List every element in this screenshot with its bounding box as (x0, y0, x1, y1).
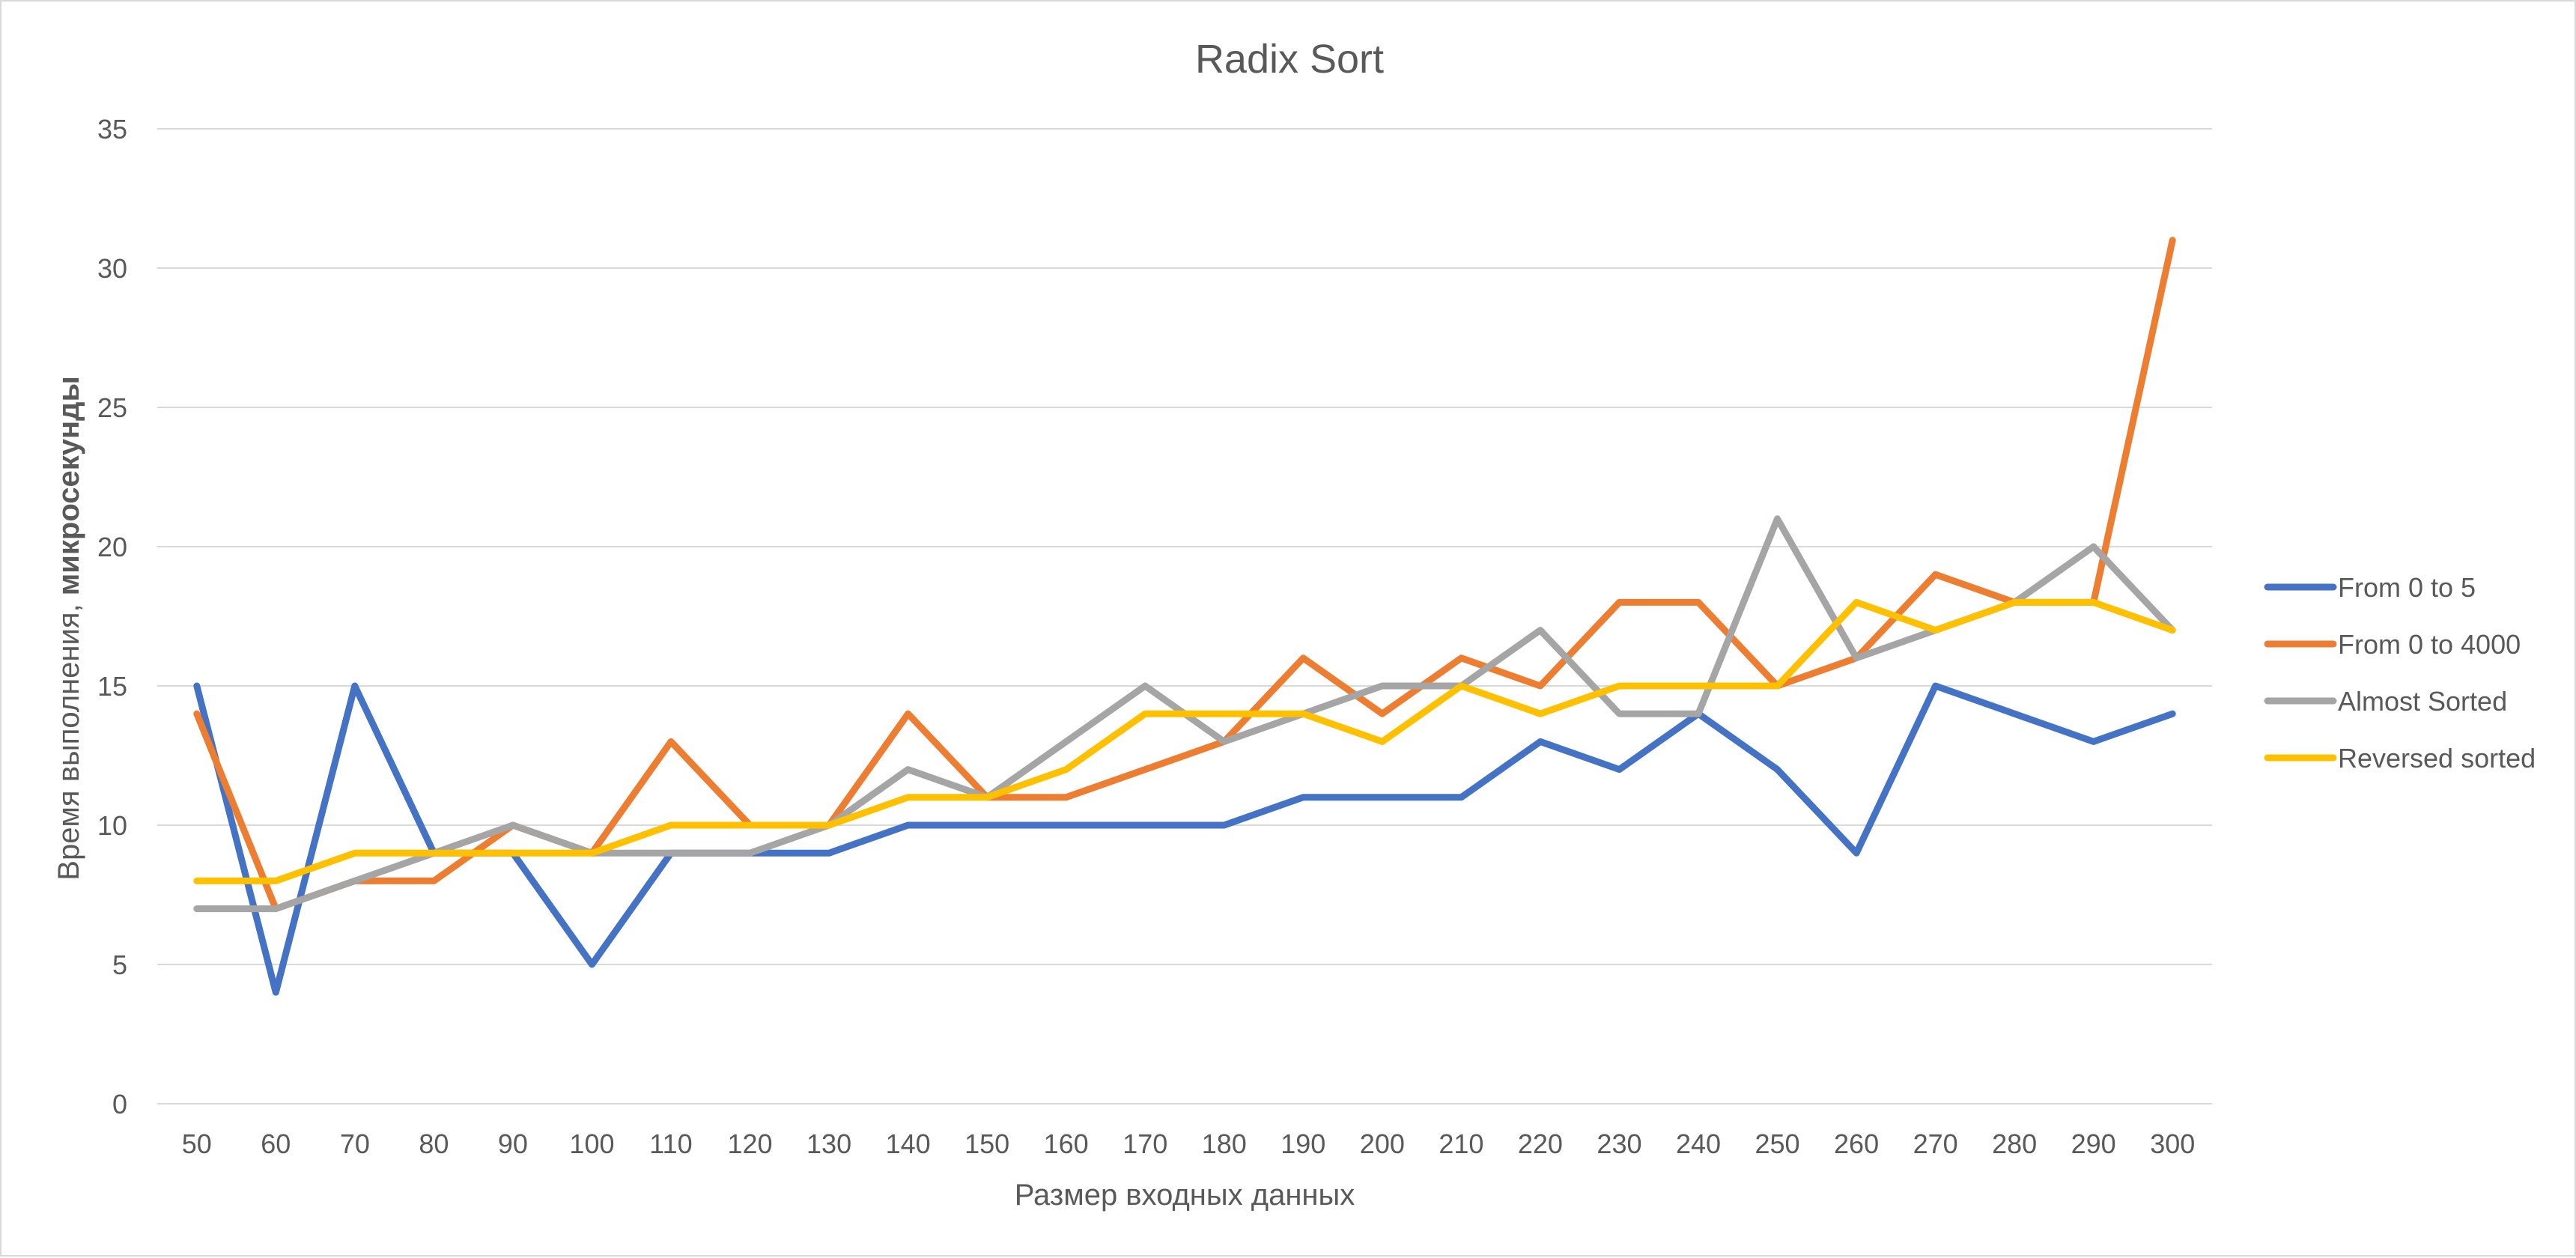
data-point-s3-110 (671, 853, 672, 854)
series-lines (193, 237, 2176, 996)
legend-item-3: Almost Sorted (2264, 686, 2507, 717)
data-point-s1-70 (354, 686, 355, 687)
data-point-s4-110 (671, 825, 672, 826)
legend: From 0 to 5 From 0 to 4000 Almost Sorted Re… (2264, 572, 2536, 774)
x-tick-label: 250 (1755, 1128, 1799, 1159)
y-tick-label: 25 (97, 392, 127, 423)
x-tick-label: 80 (419, 1128, 449, 1159)
data-point-s1-50 (196, 686, 197, 687)
series-line-1 (193, 682, 2176, 996)
legend-label: From 0 to 5 (2338, 572, 2476, 603)
x-tick-label: 170 (1123, 1128, 1167, 1159)
legend-label: Almost Sorted (2338, 686, 2507, 717)
legend-label: Reversed sorted (2338, 743, 2536, 774)
x-tick-label: 190 (1281, 1128, 1325, 1159)
legend-label: From 0 to 4000 (2338, 629, 2521, 660)
data-point-s3-90 (512, 825, 513, 826)
y-tick-label: 20 (97, 532, 127, 562)
x-tick-label: 180 (1202, 1128, 1247, 1159)
legend-item-2: From 0 to 4000 (2264, 629, 2521, 660)
x-tick-label: 120 (727, 1128, 772, 1159)
x-tick-label: 160 (1044, 1128, 1089, 1159)
y-tick-label: 0 (112, 1089, 127, 1119)
data-point-s1-290 (2093, 741, 2094, 742)
x-tick-label: 60 (261, 1128, 291, 1159)
series-line-4 (193, 598, 2176, 884)
data-point-s2-230 (1619, 602, 1620, 603)
data-point-s2-240 (1698, 602, 1699, 603)
data-point-s1-270 (1935, 686, 1936, 687)
x-tick-label: 140 (886, 1128, 931, 1159)
x-tick-label: 260 (1834, 1128, 1879, 1159)
data-point-s3-260 (1856, 657, 1857, 658)
y-tick-label: 35 (97, 114, 127, 145)
chart-title: Radix Sort (1195, 37, 1384, 82)
data-point-s4-290 (2093, 602, 2094, 603)
data-point-s2-210 (1461, 657, 1462, 658)
x-tick-label: 200 (1360, 1128, 1405, 1159)
x-tick-label: 210 (1439, 1128, 1483, 1159)
y-axis-label: Время выполнения, микросекунды (52, 376, 85, 880)
x-tick-label: 220 (1518, 1128, 1563, 1159)
x-tick-label: 50 (182, 1128, 212, 1159)
x-axis-ticks: 50 60 70 80 90 100 110 120 130 140 150 160 170 180 190… (182, 1128, 2196, 1159)
y-axis-ticks: 0 5 10 15 20 25 30 35 (97, 114, 127, 1119)
data-point-s2-170 (1145, 769, 1146, 770)
x-tick-label: 130 (806, 1128, 851, 1159)
data-point-s1-150 (987, 825, 988, 826)
y-tick-label: 5 (112, 949, 127, 980)
x-tick-label: 90 (498, 1128, 528, 1159)
legend-item-1: From 0 to 5 (2264, 572, 2476, 603)
y-tick-label: 10 (97, 810, 127, 841)
data-point-s4-280 (2014, 602, 2015, 603)
data-point-s4-90 (512, 853, 513, 854)
x-tick-label: 280 (1992, 1128, 2037, 1159)
x-tick-label: 240 (1676, 1128, 1721, 1159)
data-point-s2-110 (671, 741, 672, 742)
x-tick-label: 100 (569, 1128, 614, 1159)
data-point-s3-250 (1777, 518, 1778, 519)
data-point-s4-70 (354, 853, 355, 854)
data-point-s3-170 (1145, 686, 1146, 687)
data-point-s1-170 (1145, 825, 1146, 826)
y-tick-label: 15 (97, 671, 127, 702)
x-tick-label: 290 (2071, 1128, 2116, 1159)
y-axis-label-bold: микросекунды (52, 376, 85, 595)
data-point-s4-250 (1777, 686, 1778, 687)
y-tick-label: 30 (97, 253, 127, 284)
legend-item-4: Reversed sorted (2264, 743, 2536, 774)
x-tick-label: 150 (965, 1128, 1009, 1159)
data-point-s2-270 (1935, 574, 1936, 575)
x-tick-label: 230 (1597, 1128, 1641, 1159)
x-axis-label: Размер входных данных (1015, 1179, 1355, 1212)
data-point-s3-50 (196, 908, 197, 909)
data-point-s1-260 (1856, 853, 1857, 854)
x-tick-label: 70 (340, 1128, 370, 1159)
y-axis-label-prefix: Время выполнения, (52, 595, 85, 880)
data-point-s4-130 (829, 825, 830, 826)
data-point-s4-230 (1619, 686, 1620, 687)
x-tick-label: 110 (649, 1128, 692, 1159)
x-tick-label: 270 (1913, 1128, 1958, 1159)
data-point-s4-260 (1856, 602, 1857, 603)
x-tick-label: 300 (2150, 1128, 2195, 1159)
data-point-s1-250 (1777, 769, 1778, 770)
data-point-s4-240 (1698, 686, 1699, 687)
data-point-s4-210 (1461, 686, 1462, 687)
data-point-s1-130 (829, 853, 830, 854)
data-point-s1-230 (1619, 769, 1620, 770)
data-point-s2-190 (1303, 657, 1304, 658)
